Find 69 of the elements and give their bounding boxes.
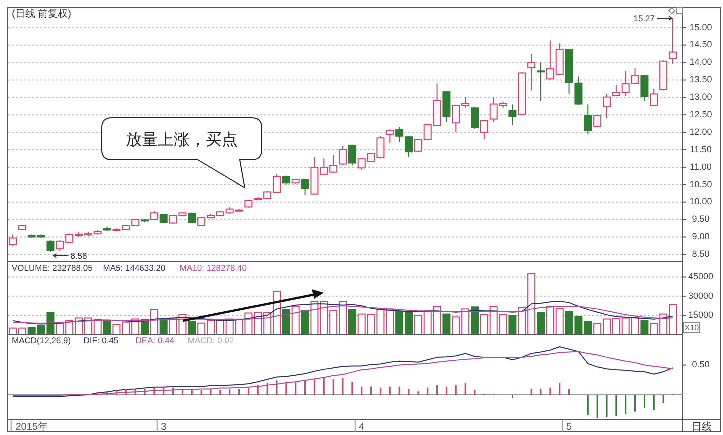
bar — [442, 314, 451, 336]
y-tick-label: 11.50 — [690, 144, 712, 154]
candlestick — [669, 18, 677, 64]
candlestick — [650, 88, 658, 107]
bar — [292, 306, 300, 336]
candlestick — [471, 106, 479, 130]
y-tick-label: 14.50 — [690, 40, 712, 50]
candlestick — [584, 104, 592, 135]
x-tick-label: 2015年 — [16, 421, 48, 433]
y-tick-label: 11.00 — [690, 162, 712, 172]
annotation: 8.58 — [70, 250, 88, 261]
line-series — [12, 306, 674, 324]
annotation: 15.27 — [634, 13, 656, 24]
candlestick — [603, 94, 611, 120]
y-tick-label: 13.50 — [690, 74, 712, 85]
candlestick — [150, 210, 158, 221]
y-tick-label: 13.00 — [690, 92, 712, 102]
bar — [471, 306, 479, 336]
candlestick — [574, 76, 583, 106]
candlestick — [386, 129, 394, 144]
y-tick-label: 8.50 — [692, 249, 710, 260]
y-tick-label: 15.00 — [690, 22, 712, 32]
y-tick-label: 45000 — [688, 272, 714, 282]
candlestick — [594, 114, 602, 128]
line-series — [12, 301, 674, 325]
candlestick — [9, 234, 17, 248]
y-tick-label: 30000 — [688, 290, 714, 301]
text: MA5: 144633.20 — [103, 263, 166, 273]
x-tick-label: 4 — [359, 422, 366, 433]
candlestick — [301, 178, 310, 196]
candlestick — [528, 54, 536, 92]
bar — [103, 321, 112, 336]
text: X10 — [684, 324, 700, 333]
candlestick — [46, 240, 55, 252]
chart-title: MACD(12,26,9) — [12, 336, 72, 346]
candlestick — [508, 104, 517, 126]
bar — [188, 321, 196, 336]
candlestick — [339, 146, 347, 166]
bar — [537, 312, 545, 336]
y-tick-label: 12.50 — [690, 109, 712, 120]
candlestick — [188, 212, 196, 224]
y-tick-label: 10.50 — [690, 179, 712, 190]
text: DEA: 0.44 — [136, 336, 175, 346]
text: MACD: 0.02 — [188, 336, 234, 346]
candlestick — [640, 74, 649, 102]
annotation: 放量上涨，买点 — [126, 131, 238, 149]
y-tick-label: 12.00 — [690, 126, 712, 137]
y-tick-label: 9.00 — [692, 232, 710, 242]
text: MA10: 128278.40 — [180, 263, 248, 273]
candlestick — [160, 214, 168, 224]
y-tick-label: 15000 — [688, 310, 714, 320]
x-tick-label: 5 — [566, 422, 573, 433]
candlestick — [537, 62, 545, 102]
text: DIF: 0.45 — [84, 336, 119, 346]
bar — [301, 310, 310, 336]
candlestick — [348, 144, 356, 166]
chart-title: (日线 前复权) — [12, 8, 72, 20]
x-tick-label: 3 — [161, 422, 168, 433]
chart-title: VOLUME: 232788.05 — [12, 263, 94, 273]
y-tick-label: 14.00 — [690, 57, 712, 68]
y-tick-label: 9.50 — [692, 214, 710, 224]
bar — [348, 309, 356, 336]
bar — [282, 309, 290, 336]
text: 日线 — [692, 421, 712, 433]
y-tick-label: 10.00 — [690, 196, 712, 207]
bar — [640, 320, 649, 336]
bar — [508, 315, 517, 336]
text: 0.50 — [692, 360, 710, 370]
candlestick — [480, 119, 488, 140]
